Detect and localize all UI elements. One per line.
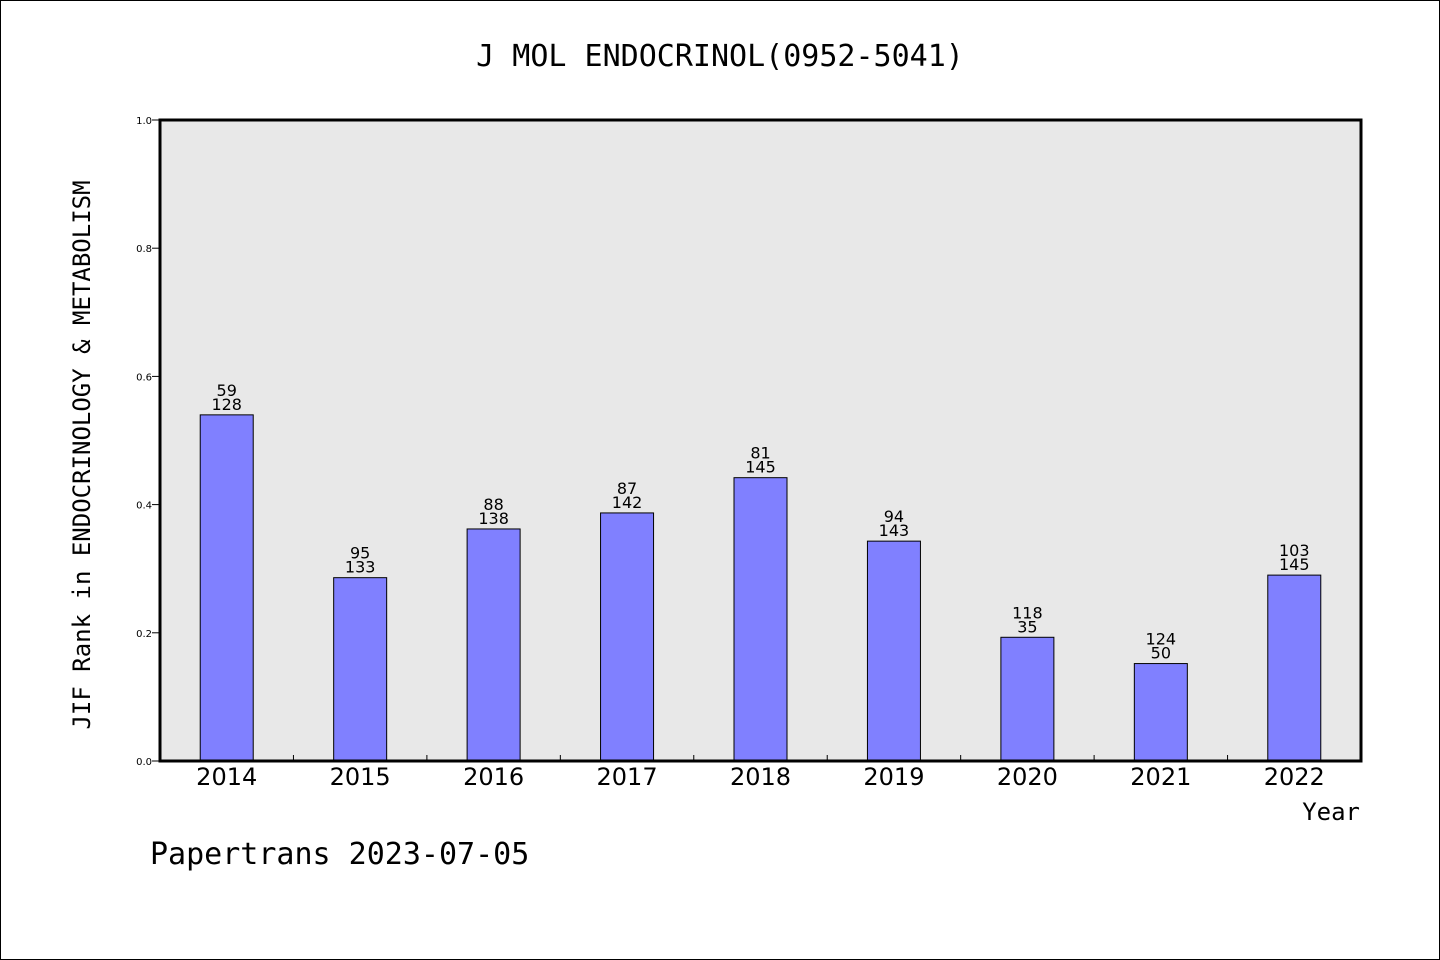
y-axis-ticks: 0.0 0.2 0.4 0.6 0.8 1.0 <box>136 116 160 768</box>
x-tick-label: 2014 <box>196 763 257 791</box>
data-label-top: 87 <box>617 479 637 498</box>
plot-border <box>158 118 1363 763</box>
x-tick-label: 2021 <box>1130 763 1191 791</box>
x-tick-label: 2017 <box>597 763 658 791</box>
bar-2017 <box>600 512 655 762</box>
data-label-bottom: 50 <box>1151 644 1171 663</box>
y-tick-label: 0.0 <box>136 757 152 768</box>
data-label-bottom: 145 <box>745 458 776 477</box>
x-tick-label: 2018 <box>730 763 791 791</box>
data-label-top: 59 <box>217 381 237 400</box>
x-axis-ticks: 2014 2015 2016 2017 2018 2019 2020 2021 2022 <box>196 755 1325 791</box>
data-label-bottom: 133 <box>345 558 376 577</box>
data-labels: 5912895133881388714281145941431183512450… <box>211 381 1309 663</box>
bar-2020 <box>1000 636 1055 762</box>
chart-title: J MOL ENDOCRINOL(0952-5041) <box>476 39 964 74</box>
bar-2021 <box>1133 663 1188 762</box>
data-label-bottom: 143 <box>879 521 910 540</box>
x-tick-label: 2015 <box>330 763 391 791</box>
y-tick-label: 1.0 <box>136 116 152 127</box>
data-label-bottom: 128 <box>211 395 242 414</box>
x-tick-label: 2022 <box>1264 763 1325 791</box>
x-axis-label: Year <box>1302 798 1360 826</box>
data-label-top: 94 <box>884 507 904 526</box>
data-label-bottom: 35 <box>1017 617 1037 636</box>
bar-2018 <box>733 477 788 762</box>
bar-2015 <box>333 577 388 762</box>
bar-2016 <box>466 528 521 762</box>
x-tick-label: 2020 <box>997 763 1058 791</box>
data-label-top: 81 <box>750 444 770 463</box>
bars-group <box>199 414 1322 762</box>
data-label-bottom: 145 <box>1279 555 1310 574</box>
footer-credit: Papertrans 2023-07-05 <box>150 837 529 872</box>
bar-2014 <box>199 414 254 762</box>
data-label-bottom: 142 <box>612 493 643 512</box>
x-tick-label: 2019 <box>863 763 924 791</box>
data-label-top: 124 <box>1146 630 1177 649</box>
y-tick-label: 0.4 <box>136 501 152 512</box>
y-tick-label: 0.8 <box>136 244 152 255</box>
bar-2022 <box>1267 574 1322 762</box>
y-axis-label: JIF Rank in ENDOCRINOLOGY & METABOLISM <box>68 180 96 729</box>
y-tick-label: 0.6 <box>136 372 152 383</box>
data-label-top: 118 <box>1012 603 1043 622</box>
data-label-top: 88 <box>483 495 503 514</box>
data-label-top: 103 <box>1279 541 1310 560</box>
data-label-top: 95 <box>350 544 370 563</box>
data-label-bottom: 138 <box>478 509 509 528</box>
y-tick-label: 0.2 <box>136 629 152 640</box>
bar-2019 <box>866 540 921 762</box>
x-tick-label: 2016 <box>463 763 524 791</box>
